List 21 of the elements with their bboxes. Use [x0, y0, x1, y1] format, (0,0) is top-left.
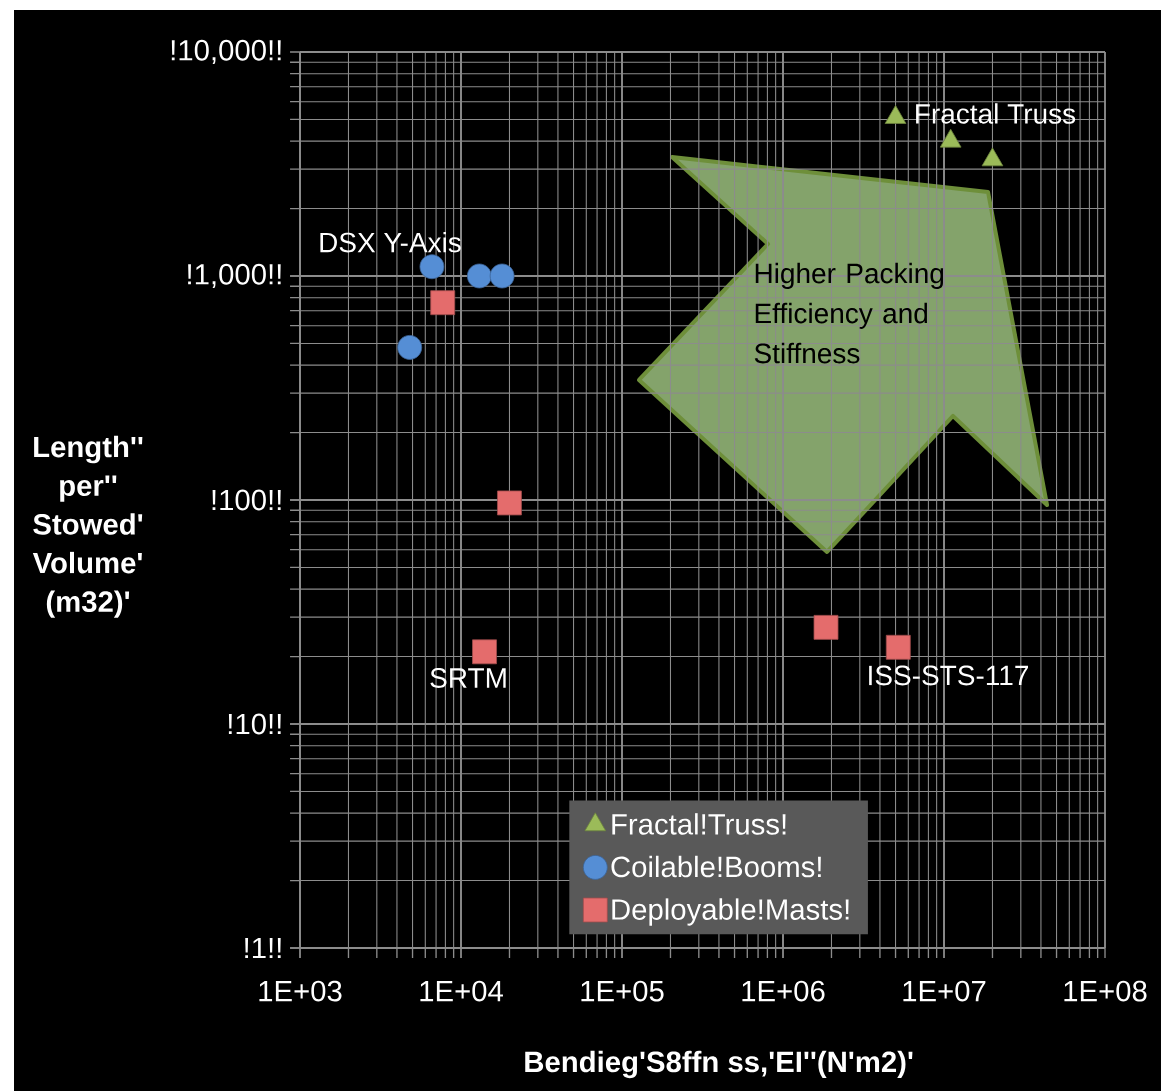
x-axis-title: Bendieg'S8ffn ss,'EI''(N'm2)': [525, 1050, 913, 1079]
y-tick-label: !1!!: [245, 937, 281, 959]
x-tick-label: 1E+03: [259, 980, 342, 1002]
legend-label: Coilable!Booms!: [611, 855, 821, 878]
annotation: Higher Packing Efficiency and Stiffness: [754, 262, 944, 364]
y-tick-label: !10!!: [228, 713, 281, 735]
x-tick-label: 1E+04: [420, 980, 503, 1002]
annotation: DSX Y-Axis: [320, 231, 461, 253]
x-tick-label: 1E+06: [742, 980, 825, 1002]
x-tick-label: 1E+05: [581, 980, 664, 1002]
legend-label: Deployable!Masts!: [612, 898, 849, 926]
y-axis-title: Length'' per'' Stowed' Volume' (m32)': [32, 435, 143, 618]
y-tick-label: !100!!: [212, 489, 281, 511]
annotation: ISS-STS-117: [869, 665, 1029, 686]
y-tick-label: !1,000!!: [188, 263, 281, 289]
x-tick-label: 1E+07: [903, 980, 986, 1002]
legend-label: Fractal!Truss!: [612, 813, 786, 835]
y-tick-label: !10,000!!: [171, 39, 281, 65]
annotation: Fractal Truss: [916, 103, 1076, 124]
x-tick-label: 1E+08: [1064, 980, 1147, 1002]
annotation: SRTM: [430, 668, 506, 688]
